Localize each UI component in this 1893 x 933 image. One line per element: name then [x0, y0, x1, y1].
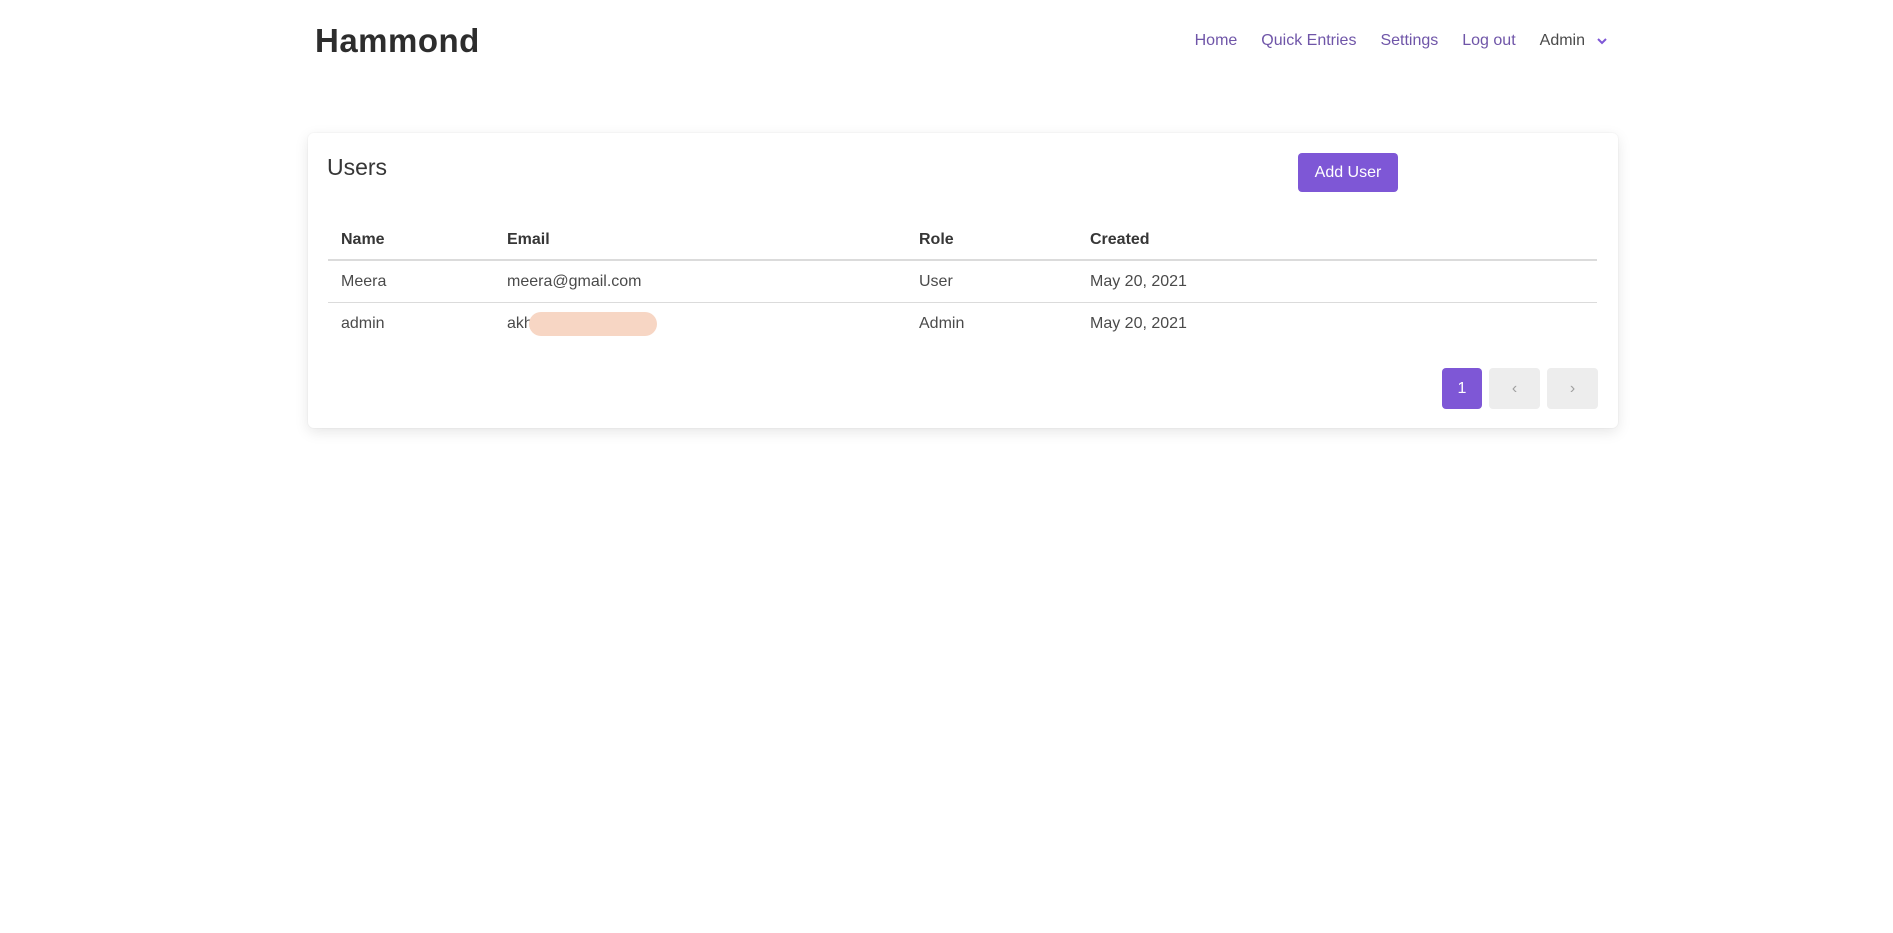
- top-nav: Home Quick Entries Settings Log out Admi…: [1195, 32, 1607, 50]
- column-header-email: Email: [494, 221, 906, 261]
- next-page-button[interactable]: ›: [1547, 368, 1598, 409]
- nav-settings[interactable]: Settings: [1380, 32, 1439, 49]
- nav-home[interactable]: Home: [1194, 32, 1238, 49]
- add-user-button[interactable]: Add User: [1298, 153, 1398, 192]
- user-menu[interactable]: Admin: [1540, 32, 1607, 50]
- previous-page-button[interactable]: ‹: [1489, 368, 1540, 409]
- cell-name: Meera: [328, 260, 494, 303]
- users-table: Name Email Role Created Meera meera@gmai…: [328, 221, 1597, 344]
- user-menu-label: Admin: [1539, 32, 1585, 49]
- app-logo[interactable]: Hammond: [315, 22, 480, 59]
- cell-role: Admin: [919, 314, 965, 332]
- cell-email: meera@gmail.com: [494, 260, 906, 303]
- redaction-mark: [528, 311, 657, 336]
- nav-log-out[interactable]: Log out: [1462, 32, 1516, 49]
- cell-role: User: [906, 260, 1077, 303]
- chevron-down-icon: [1597, 38, 1607, 45]
- nav-quick-entries[interactable]: Quick Entries: [1261, 32, 1357, 49]
- page-1-button[interactable]: 1: [1442, 368, 1482, 409]
- email-visible-part: akh: [507, 314, 533, 332]
- column-header-name: Name: [328, 221, 494, 261]
- cell-name: admin: [341, 314, 385, 332]
- cell-created: May 20, 2021: [1077, 260, 1597, 303]
- table-row: Meera meera@gmail.com User May 20, 2021: [328, 260, 1597, 303]
- table-header-row: Name Email Role Created: [328, 221, 1597, 261]
- pagination: 1 ‹ ›: [1442, 368, 1598, 409]
- table-row: admin akh Admin May 20, 2021: [328, 303, 1597, 345]
- column-header-created: Created: [1077, 221, 1597, 261]
- cell-created: May 20, 2021: [1090, 314, 1187, 332]
- column-header-role: Role: [906, 221, 1077, 261]
- users-card: Users Add User Name Email Role Created M…: [308, 133, 1618, 428]
- cell-email: akh: [494, 303, 906, 345]
- page-title: Users: [327, 154, 388, 180]
